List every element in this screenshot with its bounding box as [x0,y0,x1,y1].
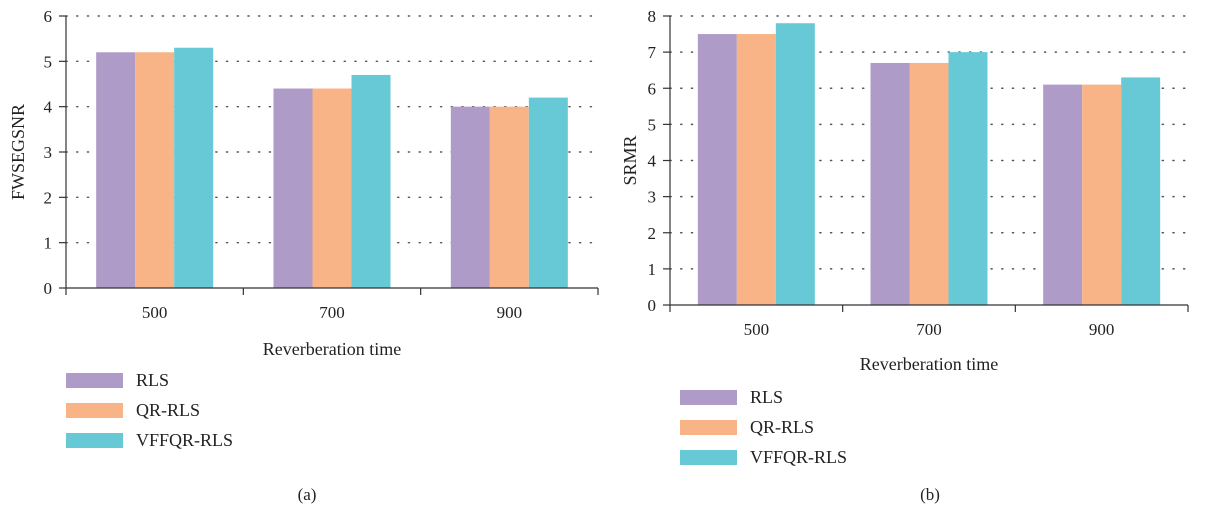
chart0-bar-vffqr-rls-900 [528,97,568,288]
chart0-legend-label: VFFQR-RLS [136,430,233,450]
chart1-y-tick-label: 3 [648,188,657,207]
chart1-y-tick-label: 1 [648,260,657,279]
chart0-x-tick-label: 500 [142,303,168,322]
chart0-bar-rls-500 [96,52,136,289]
chart0-x-tick-label: 900 [497,303,523,322]
chart1-x-tick-label: 900 [1089,320,1115,339]
chart0-legend-label: QR-RLS [136,400,200,420]
chart0-y-tick-label: 3 [44,143,53,162]
chart1-y-tick-label: 7 [648,43,657,62]
chart0-bar-vffqr-rls-700 [351,74,391,288]
chart1-legend-label: VFFQR-RLS [750,447,847,467]
chart0-bar-qr-rls-500 [135,52,175,289]
chart0-bar-rls-700 [273,88,313,289]
chart1-legend-label: RLS [750,387,783,407]
chart0-bar-qr-rls-900 [489,106,529,289]
chart1-x-tick-label: 700 [916,320,942,339]
chart0-legend-swatch-qr-rls [66,403,123,418]
chart1-y-tick-label: 0 [648,296,657,315]
chart1-bar-qr-rls-700 [909,62,949,306]
chart0-legend-label: RLS [136,370,169,390]
chart1-bar-qr-rls-500 [736,34,776,305]
chart1-bar-vffqr-rls-500 [775,23,815,305]
chart0-y-tick-label: 0 [44,279,53,298]
chart1-y-tick-label: 5 [648,115,657,134]
chart0-x-tick-label: 700 [319,303,345,322]
chart0-y-tick-label: 5 [44,52,53,71]
chart1-bar-vffqr-rls-700 [948,52,988,305]
chart1-x-axis-label: Reverberation time [860,354,998,374]
chart0-y-tick-label: 2 [44,188,53,207]
chart0-y-tick-label: 1 [44,234,53,253]
chart0-bar-qr-rls-700 [312,88,352,289]
chart1-legend-label: QR-RLS [750,417,814,437]
chart1-y-tick-label: 8 [648,7,657,26]
chart1-y-axis-label: SRMR [620,135,640,185]
chart1-y-tick-label: 4 [648,152,657,171]
chart1-x-tick-label: 500 [744,320,770,339]
chart0-bar-vffqr-rls-500 [174,47,214,288]
chart1-y-tick-label: 2 [648,224,657,243]
chart1-bar-vffqr-rls-900 [1121,77,1161,305]
chart1-y-tick-label: 6 [648,79,657,98]
chart1-legend-swatch-vffqr-rls [680,450,737,465]
chart1-bar-rls-500 [697,34,737,305]
chart1-legend-swatch-rls [680,390,737,405]
chart1-caption: (b) [920,485,940,504]
chart1-legend-swatch-qr-rls [680,420,737,435]
chart1-bar-qr-rls-900 [1082,84,1122,305]
chart0-x-axis-label: Reverberation time [263,339,401,359]
chart1-bar-rls-700 [870,62,910,306]
chart0-y-tick-label: 6 [44,7,53,26]
chart0-legend-swatch-rls [66,373,123,388]
chart0-caption: (a) [298,485,317,504]
chart1-bar-rls-900 [1043,84,1083,305]
chart0-legend-swatch-vffqr-rls [66,433,123,448]
chart0-y-tick-label: 4 [44,98,53,117]
chart0-bar-rls-900 [450,106,490,289]
chart0-y-axis-label: FWSEGSNR [8,104,28,200]
